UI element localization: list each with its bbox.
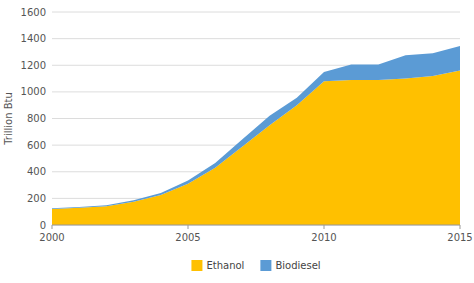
chart-container: 0 200 400 600 800 1000 1200 1400 1600 2000 2005 201… — [0, 0, 474, 283]
legend: Ethanol Biodiesel — [191, 260, 320, 271]
x-tick — [460, 225, 461, 229]
chart: 0 200 400 600 800 1000 1200 1400 1600 2000 2005 201… — [0, 0, 474, 283]
legend-item: Ethanol — [191, 260, 244, 271]
y-tick-label: 600 — [27, 140, 46, 151]
area — [52, 46, 460, 209]
y-tick-label: 200 — [27, 193, 46, 204]
legend-swatch — [260, 260, 271, 271]
grid-line — [52, 12, 460, 13]
legend-item: Biodiesel — [260, 260, 320, 271]
x-tick-label: 2010 — [311, 232, 336, 243]
area — [52, 71, 460, 225]
y-tick-label: 1200 — [21, 60, 46, 71]
grid-line — [52, 225, 460, 226]
x-tick-label: 2000 — [39, 232, 64, 243]
legend-swatch — [191, 260, 202, 271]
y-axis-label: Trillion Btu — [3, 92, 14, 146]
y-tick-label: 1000 — [21, 86, 46, 97]
y-tick-label: 0 — [40, 220, 46, 231]
areas — [52, 46, 460, 225]
grid-line — [52, 38, 460, 39]
x-tick-label: 2005 — [175, 232, 200, 243]
legend-label: Biodiesel — [275, 260, 320, 271]
legend-label: Ethanol — [206, 260, 244, 271]
y-grid — [52, 12, 460, 225]
y-tick-label: 1400 — [21, 33, 46, 44]
x-tick-label: 2015 — [447, 232, 472, 243]
x-tick — [324, 225, 325, 229]
x-axis-line — [52, 225, 460, 226]
y-tick-label: 800 — [27, 113, 46, 124]
y-tick-label: 1600 — [21, 7, 46, 18]
x-tick — [188, 225, 189, 229]
x-tick — [52, 225, 53, 229]
y-tick-label: 400 — [27, 166, 46, 177]
